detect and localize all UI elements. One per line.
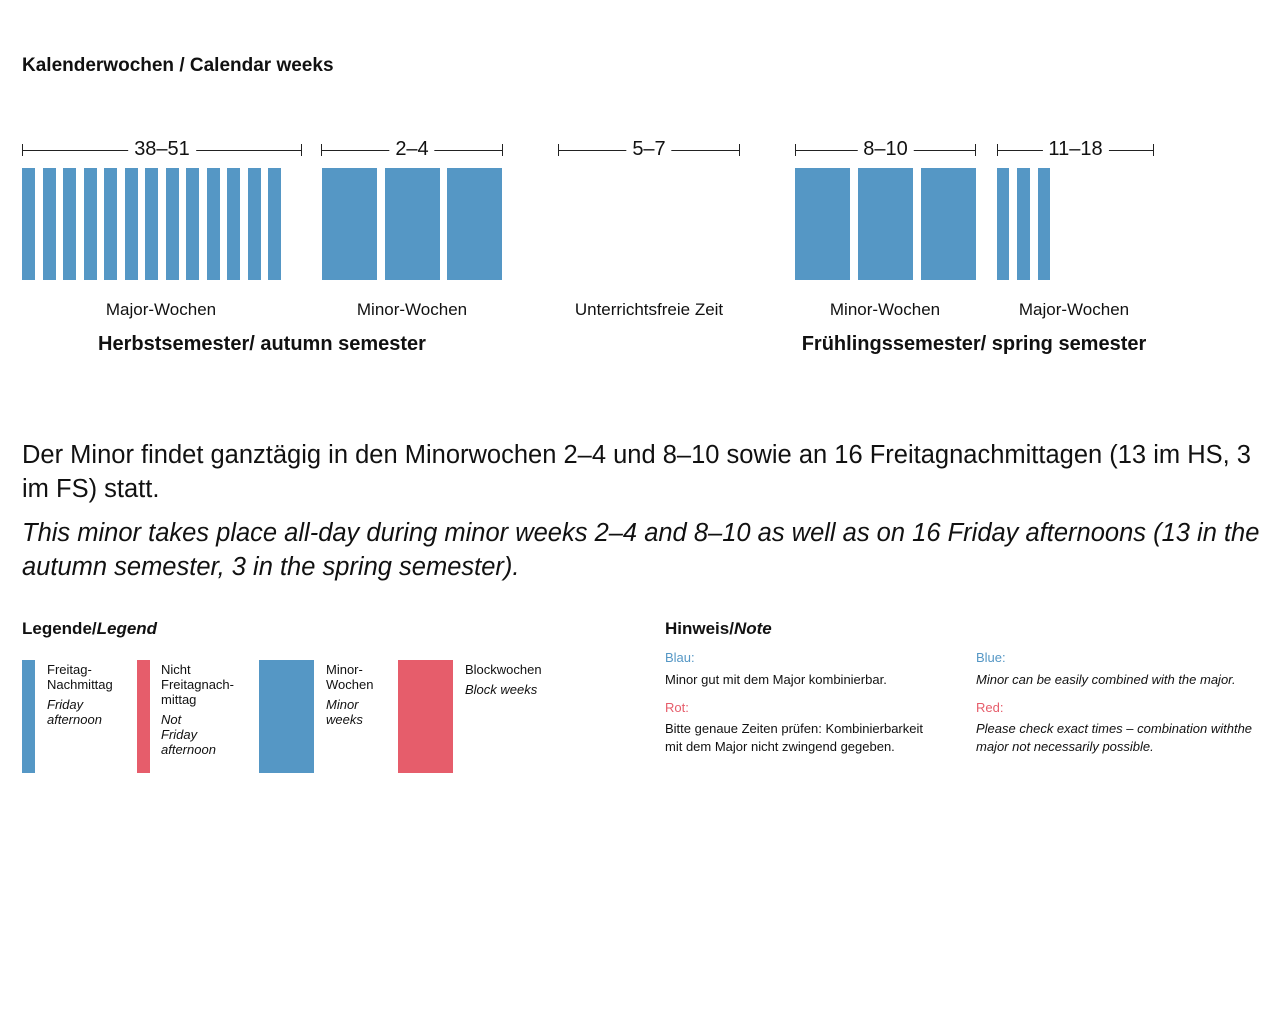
range-bracket-38-51: 38–51 — [22, 138, 302, 161]
legend-swatch-friday-afternoon — [22, 660, 35, 773]
segment-label: Major-Wochen — [1018, 300, 1130, 319]
legend-label-de: Nicht Freitagnach- mittag — [161, 662, 234, 707]
week-bar — [83, 168, 97, 280]
range-label: 11–18 — [1042, 138, 1109, 161]
week-bar — [247, 168, 261, 280]
description-de: Der Minor findet ganztägig in den Minorw… — [22, 441, 1251, 503]
range-label: 8–10 — [857, 138, 914, 161]
legend-label-de: Minor- Wochen — [326, 662, 374, 692]
legend-label-en: Friday afternoon — [47, 697, 102, 727]
week-bar — [858, 168, 913, 280]
note-red-label-de: Rot: — [665, 700, 689, 715]
legend-heading-en: Legend — [96, 619, 158, 638]
legend-item-minor-weeks: Minor- Wochen Minor weeks — [326, 662, 373, 727]
week-bar — [227, 168, 240, 280]
week-bar — [1017, 168, 1030, 280]
range-bracket-2-4: 2–4 — [321, 138, 503, 161]
legend-swatch-minor-weeks — [259, 660, 314, 773]
week-bar — [997, 168, 1009, 280]
legend-heading: Legende/Legend — [22, 619, 157, 639]
note-blue-label-en: Blue: — [976, 650, 1006, 665]
legend-swatch-not-friday-afternoon — [137, 660, 150, 773]
legend-item-block-weeks: Blockwochen Block weeks — [465, 662, 542, 697]
legend-swatch-block-weeks — [398, 660, 453, 773]
segment-label: Major-Wochen — [105, 300, 217, 319]
week-bar — [104, 168, 117, 280]
semester-label-autumn: Herbstsemester/ autumn semester — [98, 333, 426, 355]
range-label: 2–4 — [389, 138, 435, 161]
note-blue-text-de: Minor gut mit dem Major kombinierbar. — [665, 672, 887, 687]
range-bracket-5-7: 5–7 — [558, 138, 740, 161]
week-bar — [165, 168, 179, 280]
range-label: 5–7 — [626, 138, 672, 161]
week-bar — [921, 168, 976, 280]
segment-label: Minor-Wochen — [356, 300, 468, 319]
week-bar — [63, 168, 76, 280]
description-en: This minor takes place all-day during mi… — [22, 519, 1260, 581]
week-bar — [206, 168, 220, 280]
note-red-text-en: Please check exact times – combination w… — [976, 721, 1253, 754]
note-blue-label-de: Blau: — [665, 650, 695, 665]
note-heading: Hinweis/Note — [665, 619, 772, 639]
legend-label-de: Blockwochen — [465, 662, 542, 677]
legend-label-en: Not Friday afternoon — [161, 712, 216, 757]
legend-label-en: Block weeks — [465, 682, 538, 697]
legend-label-en: Minor weeks — [326, 697, 363, 727]
note-heading-en: Note — [733, 619, 772, 638]
semester-label-spring: Frühlingssemester/ spring semester — [801, 333, 1147, 355]
segment-label: Minor-Wochen — [829, 300, 941, 319]
legend-label-de: Freitag- Nachmittag — [47, 662, 113, 692]
week-bar — [124, 168, 138, 280]
week-bar — [268, 168, 281, 280]
week-bar — [385, 168, 440, 280]
week-bar — [186, 168, 199, 280]
week-bar — [145, 168, 158, 280]
week-bar — [1038, 168, 1050, 280]
week-bar — [322, 168, 377, 280]
note-heading-de: Hinweis/ — [665, 619, 734, 638]
range-label: 38–51 — [128, 138, 196, 161]
week-bar — [42, 168, 56, 280]
note-blue-text-en: Minor can be easily combined with the ma… — [976, 672, 1236, 687]
week-bar — [795, 168, 850, 280]
legend-item-friday-afternoon: Freitag- Nachmittag Friday afternoon — [47, 662, 113, 727]
segment-label: Unterrichtsfreie Zeit — [574, 300, 724, 319]
week-bar — [22, 168, 35, 280]
diagram-title: Kalenderwochen / Calendar weeks — [22, 55, 334, 76]
legend-heading-de: Legende/ — [22, 619, 97, 638]
range-bracket-8-10: 8–10 — [795, 138, 976, 161]
week-bar — [447, 168, 502, 280]
legend-item-not-friday-afternoon: Nicht Freitagnach- mittag Not Friday aft… — [161, 662, 234, 757]
range-bracket-11-18: 11–18 — [997, 138, 1154, 161]
note-red-label-en: Red: — [976, 700, 1004, 715]
note-red-text-de: Bitte genaue Zeiten prüfen: Kombinierbar… — [665, 721, 923, 754]
